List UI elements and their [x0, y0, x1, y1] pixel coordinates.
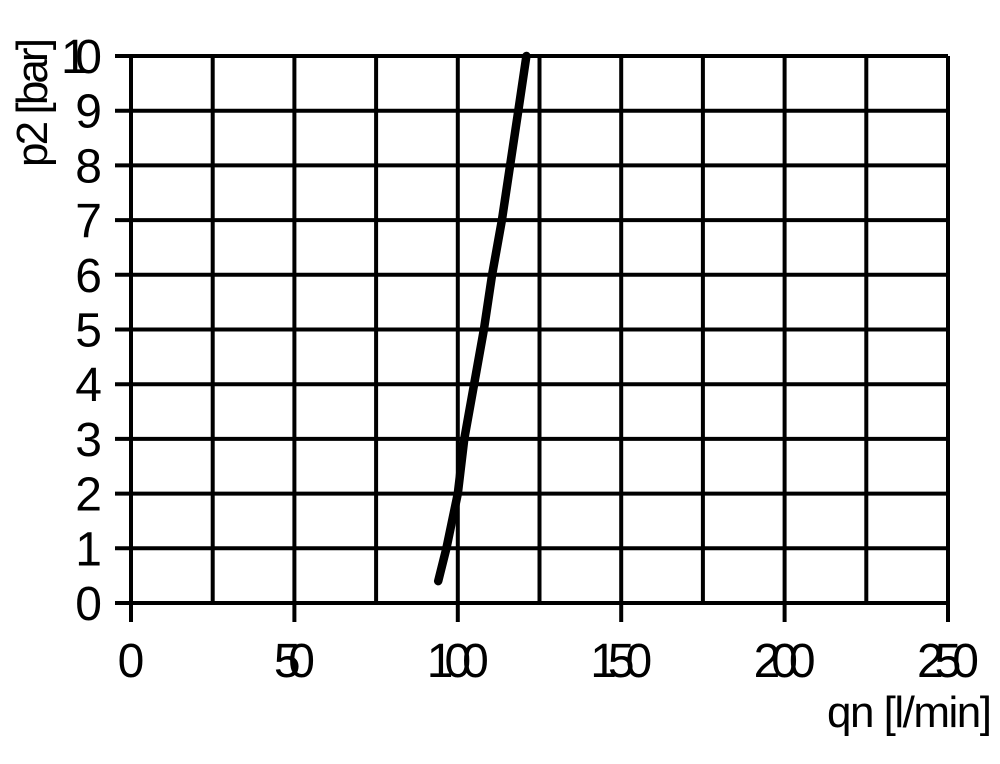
y-tick-label: 10 — [61, 31, 102, 84]
y-tick-label: 8 — [75, 140, 102, 193]
y-axis-label: p2 [bar] — [8, 38, 57, 167]
y-tick-label: 4 — [75, 359, 102, 412]
y-tick-label: 3 — [75, 414, 102, 467]
y-tick-label: 9 — [75, 86, 102, 139]
y-tick-label: 0 — [75, 578, 102, 631]
y-tick-label: 2 — [75, 469, 102, 522]
flow-curve-line — [433, 51, 531, 586]
y-tick-label: 6 — [75, 250, 102, 303]
x-tick-label: 0 — [118, 635, 145, 688]
x-tick-label: 250 — [917, 635, 979, 688]
y-tick-label: 5 — [75, 305, 102, 358]
x-tick-label: 50 — [274, 635, 315, 688]
x-tick-label: 200 — [754, 635, 816, 688]
grid — [115, 54, 950, 622]
y-tick-label: 7 — [75, 195, 102, 248]
x-tick-label: 150 — [590, 635, 652, 688]
series-layer — [433, 51, 531, 586]
y-tick-label: 1 — [75, 523, 102, 576]
x-tick-label: 100 — [427, 635, 489, 688]
x-axis-label: qn [l/min] — [827, 688, 992, 737]
